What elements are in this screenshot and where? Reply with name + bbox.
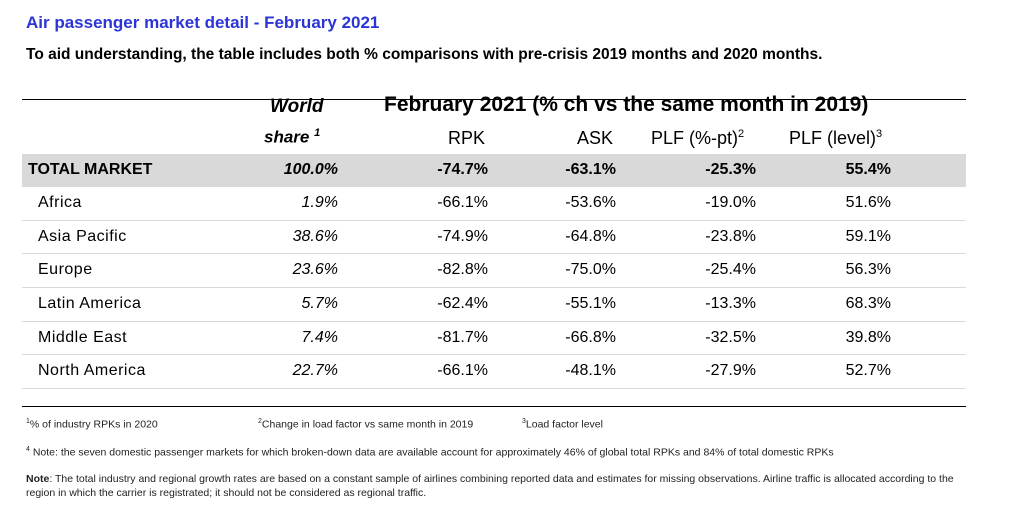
footnote-note-label: Note — [26, 473, 50, 485]
cell-plf-pt: -19.0% — [705, 194, 756, 211]
cell-plf-pt: -23.8% — [705, 227, 756, 245]
header-ask: ASK — [577, 128, 614, 148]
header-rpk: RPK — [448, 128, 486, 148]
cell-plf-pt: -25.3% — [705, 161, 756, 178]
table-row: Latin America 5.7% -62.4% -55.1% -13.3% … — [22, 288, 966, 322]
footnote-1-sup: 1 — [26, 418, 30, 425]
cell-region: Middle East — [38, 328, 128, 346]
cell-ask: -55.1% — [565, 295, 616, 313]
cell-plf-level: 51.6% — [845, 194, 891, 211]
cell-region: Asia Pacific — [38, 227, 127, 245]
footnote-1: 1% of industry RPKs in 2020 — [26, 418, 158, 431]
cell-plf-pt: -32.5% — [705, 328, 756, 346]
cell-plf-pt: -25.4% — [705, 261, 756, 279]
table-row: Asia Pacific 38.6% -74.9% -64.8% -23.8% … — [22, 221, 966, 255]
cell-plf-level: 68.3% — [845, 295, 891, 313]
cell-rpk: -66.1% — [437, 362, 488, 380]
header-share-label: share — [264, 127, 310, 147]
cell-plf-level: 59.1% — [845, 227, 891, 245]
cell-plf-level: 56.3% — [845, 261, 891, 279]
footnote-note-text: : The total industry and regional growth… — [26, 473, 954, 499]
footnote-2-sup: 2 — [258, 418, 262, 425]
cell-region: North America — [38, 362, 146, 380]
table-row: North America 22.7% -66.1% -48.1% -27.9%… — [22, 355, 966, 390]
cell-plf-pt: -13.3% — [705, 295, 756, 313]
cell-share: 100.0% — [283, 161, 338, 178]
data-table: TOTAL MARKET 100.0% -74.7% -63.1% -25.3%… — [22, 154, 966, 390]
footnote-4: 4 Note: the seven domestic passenger mar… — [26, 446, 834, 459]
cell-ask: -48.1% — [565, 362, 616, 380]
header-plf-pt-label: PLF (%-pt) — [651, 128, 739, 148]
cell-region: TOTAL MARKET — [28, 161, 153, 178]
table-row-total: TOTAL MARKET 100.0% -74.7% -63.1% -25.3%… — [22, 154, 966, 187]
cell-ask: -75.0% — [565, 261, 616, 279]
cell-share: 5.7% — [301, 295, 338, 313]
footnote-2: 2Change in load factor vs same month in … — [258, 418, 473, 431]
page-title: Air passenger market detail - February 2… — [26, 13, 380, 32]
page-subtitle: To aid understanding, the table includes… — [26, 46, 823, 63]
cell-plf-level: 52.7% — [845, 362, 891, 380]
header-plf-level-label: PLF (level) — [789, 128, 877, 148]
cell-ask: -63.1% — [565, 161, 616, 178]
cell-rpk: -81.7% — [437, 328, 488, 346]
cell-rpk: -82.8% — [437, 261, 488, 279]
table-row: Middle East 7.4% -81.7% -66.8% -32.5% 39… — [22, 322, 966, 356]
header-plf-level-sup: 3 — [876, 128, 883, 140]
cell-share: 22.7% — [292, 362, 338, 380]
footnote-4-sup: 4 — [26, 446, 30, 453]
cell-rpk: -74.7% — [437, 161, 488, 178]
footnote-3-text: Load factor level — [525, 418, 603, 431]
cell-share: 1.9% — [301, 194, 338, 211]
footnote-3: 3Load factor level — [522, 418, 603, 431]
table-top-rule — [22, 99, 966, 100]
header-world: World — [270, 96, 324, 117]
header-plf-level: PLF (level)3 — [789, 128, 882, 149]
header-plf-pt: PLF (%-pt)2 — [651, 128, 744, 149]
cell-plf-level: 55.4% — [845, 161, 891, 178]
cell-share: 7.4% — [301, 328, 338, 346]
cell-rpk: -62.4% — [437, 295, 488, 313]
cell-share: 23.6% — [292, 261, 338, 279]
header-group: February 2021 (% ch vs the same month in… — [384, 93, 869, 116]
header-share-sup: 1 — [314, 127, 321, 139]
table-row: Europe 23.6% -82.8% -75.0% -25.4% 56.3% — [22, 254, 966, 289]
footnote-note: Note: The total industry and regional gr… — [26, 472, 966, 500]
header-plf-pt-sup: 2 — [738, 128, 745, 140]
cell-ask: -64.8% — [565, 227, 616, 245]
cell-region: Latin America — [38, 295, 142, 313]
table-bottom-rule — [22, 406, 966, 407]
footnote-3-sup: 3 — [522, 418, 526, 425]
header-share: share 1 — [264, 127, 320, 148]
footnote-1-text: % of industry RPKs in 2020 — [29, 418, 158, 431]
cell-share: 38.6% — [292, 227, 338, 245]
cell-region: Europe — [38, 261, 93, 279]
cell-plf-level: 39.8% — [845, 328, 891, 346]
table-row: Africa 1.9% -66.1% -53.6% -19.0% 51.6% — [22, 187, 966, 221]
cell-ask: -66.8% — [565, 328, 616, 346]
cell-region: Africa — [38, 194, 82, 211]
cell-rpk: -66.1% — [437, 194, 488, 211]
cell-rpk: -74.9% — [437, 227, 488, 245]
cell-plf-pt: -27.9% — [705, 362, 756, 380]
cell-ask: -53.6% — [565, 194, 616, 211]
footnote-2-text: Change in load factor vs same month in 2… — [261, 418, 474, 431]
footnote-4-text: Note: the seven domestic passenger marke… — [29, 446, 834, 459]
